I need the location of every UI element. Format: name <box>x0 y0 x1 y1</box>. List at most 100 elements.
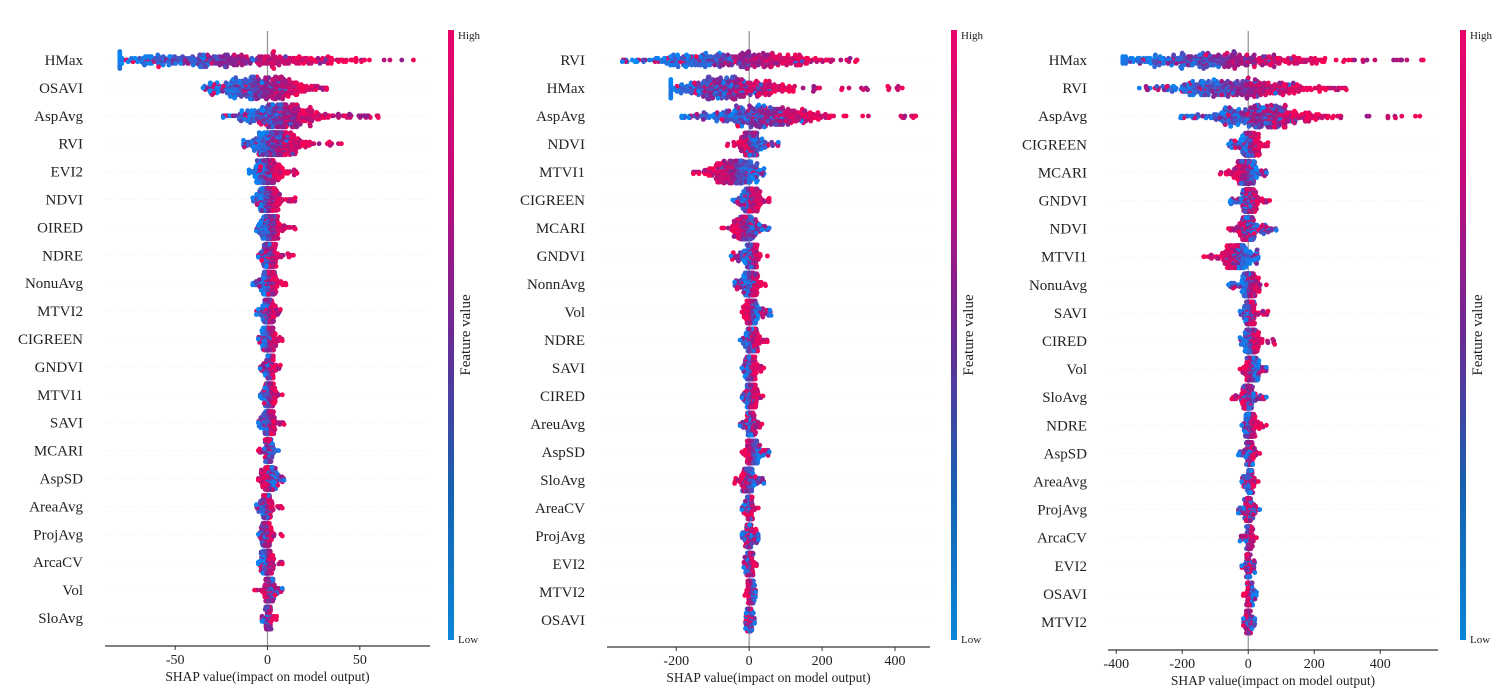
shap-point <box>308 55 314 61</box>
feature-row-areaavg <box>254 493 285 520</box>
shap-point <box>254 146 260 152</box>
shap-point <box>775 61 780 66</box>
shap-point <box>259 249 264 255</box>
shap-point <box>262 385 268 391</box>
shap-point <box>298 82 304 87</box>
shap-point <box>689 62 694 68</box>
shap-point <box>244 54 249 59</box>
shap-point <box>268 525 274 530</box>
shap-point <box>286 77 292 82</box>
shap-point <box>362 57 367 63</box>
shap-point <box>250 195 256 201</box>
shap-point <box>279 561 285 567</box>
shap-point <box>271 269 277 275</box>
shap-point <box>258 164 264 169</box>
shap-point <box>285 94 291 99</box>
feature-label: MCARI <box>34 444 83 460</box>
shap-point <box>294 170 300 176</box>
shap-point <box>647 57 652 63</box>
shap-point <box>257 284 262 289</box>
shap-point <box>242 111 248 117</box>
x-tick-label: 0 <box>264 653 271 668</box>
shap-point <box>269 455 275 460</box>
shap-point <box>270 530 275 535</box>
feature-label: NDVI <box>46 193 84 209</box>
shap-point <box>299 88 304 94</box>
shap-point <box>189 55 195 61</box>
shap-point <box>305 116 311 122</box>
feature-label: Vol <box>62 583 83 599</box>
shap-point <box>245 139 251 145</box>
shap-point <box>217 54 222 59</box>
shap-point <box>275 75 280 81</box>
shap-point <box>261 520 267 526</box>
shap-point <box>287 55 293 61</box>
shap-point <box>253 164 259 169</box>
shap-point <box>788 61 794 66</box>
shap-point <box>152 55 158 61</box>
shap-point <box>180 54 186 59</box>
shap-point <box>285 170 291 176</box>
shap-point <box>272 582 277 588</box>
feature-label: ProjAvg <box>33 527 83 543</box>
shap-point <box>265 347 270 353</box>
shap-point <box>250 57 256 63</box>
shap-point <box>231 52 237 58</box>
shap-point <box>265 353 271 359</box>
shap-point <box>185 61 191 66</box>
shap-point <box>353 55 359 61</box>
shap-point <box>348 57 354 63</box>
shap-point <box>268 570 274 576</box>
shap-point <box>331 113 336 119</box>
shap-point <box>220 88 226 94</box>
shap-point <box>259 619 265 624</box>
shap-point <box>147 61 153 66</box>
shap-point <box>291 55 297 61</box>
feature-label: HMax <box>45 53 84 69</box>
shap-point <box>253 92 258 98</box>
shap-point <box>258 174 263 180</box>
shap-point <box>267 158 272 164</box>
shap-point <box>155 52 161 58</box>
shap-point <box>255 561 261 567</box>
shap-point <box>254 96 259 102</box>
shap-point <box>209 92 215 98</box>
shap-point <box>283 152 289 158</box>
shap-point <box>255 254 261 260</box>
shap-point <box>279 505 285 511</box>
shap-point <box>778 55 783 61</box>
shap-point <box>316 141 322 147</box>
shap-point <box>246 167 252 173</box>
shap-point <box>269 214 275 219</box>
shap-point <box>255 307 261 312</box>
shap-point <box>270 441 275 447</box>
shap-point <box>167 54 173 59</box>
shap-point <box>254 228 259 234</box>
shap-point <box>272 415 277 420</box>
shap-point <box>258 415 264 420</box>
shap-point <box>258 219 264 225</box>
shap-point <box>269 88 274 94</box>
shap-point <box>251 111 257 117</box>
shap-point <box>746 49 752 54</box>
shap-point <box>772 54 777 59</box>
shap-point <box>274 124 279 130</box>
shap-point <box>280 95 286 101</box>
shap-point <box>268 598 273 604</box>
feature-row-mtvi1 <box>257 381 285 409</box>
shap-point <box>275 254 281 260</box>
shap-point <box>259 80 265 86</box>
shap-point <box>251 74 257 80</box>
shap-point <box>276 448 281 453</box>
shap-point <box>220 54 226 59</box>
feature-row-cired <box>254 214 298 241</box>
feature-row-evi2 <box>246 158 300 186</box>
shap-point <box>301 143 306 148</box>
shap-point <box>263 459 268 464</box>
shap-point <box>266 61 272 66</box>
shap-point <box>261 120 267 125</box>
shap-point <box>307 139 312 145</box>
shap-point <box>272 385 278 391</box>
shap-point <box>270 566 276 572</box>
shap-point <box>280 124 286 130</box>
